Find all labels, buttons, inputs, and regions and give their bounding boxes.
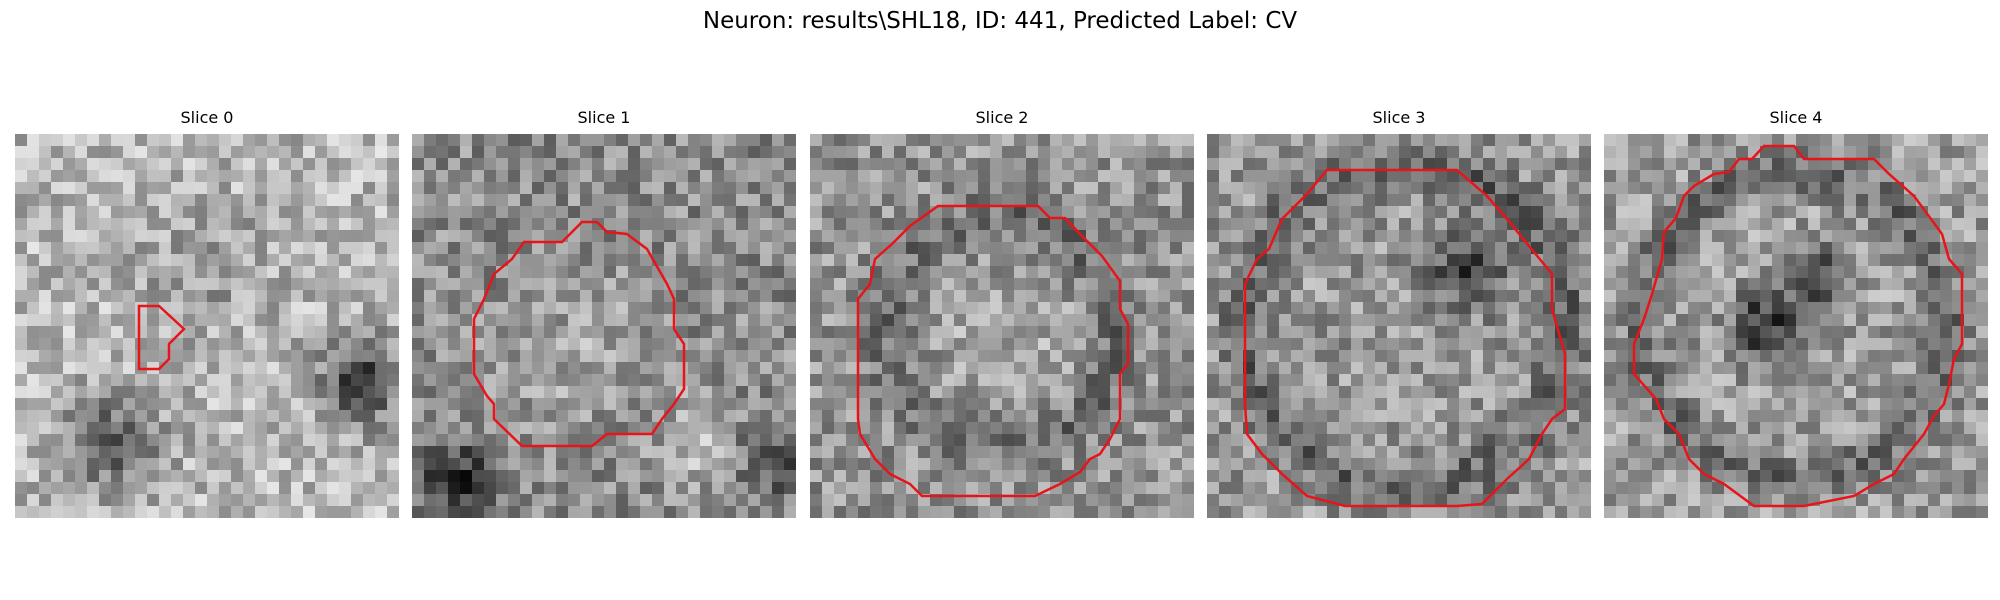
- neuron-contour-3: [1243, 168, 1567, 508]
- slice-title-4: Slice 4: [1769, 108, 1823, 127]
- slice-title-2: Slice 2: [975, 108, 1029, 127]
- neuron-contour-2: [856, 204, 1130, 498]
- slice-image-4: [1604, 134, 1988, 518]
- neuron-contour-0: [137, 304, 186, 371]
- neuron-contour-1: [472, 220, 686, 448]
- slice-image-2: [810, 134, 1194, 518]
- slice-title-3: Slice 3: [1372, 108, 1426, 127]
- slice-title-1: Slice 1: [577, 108, 631, 127]
- slice-image-1: [412, 134, 796, 518]
- figure-title: Neuron: results\SHL18, ID: 441, Predicte…: [702, 8, 1298, 34]
- slice-image-3: [1207, 134, 1591, 518]
- slice-title-0: Slice 0: [180, 108, 234, 127]
- neuron-contour-4: [1632, 144, 1964, 508]
- slice-image-0: [15, 134, 399, 518]
